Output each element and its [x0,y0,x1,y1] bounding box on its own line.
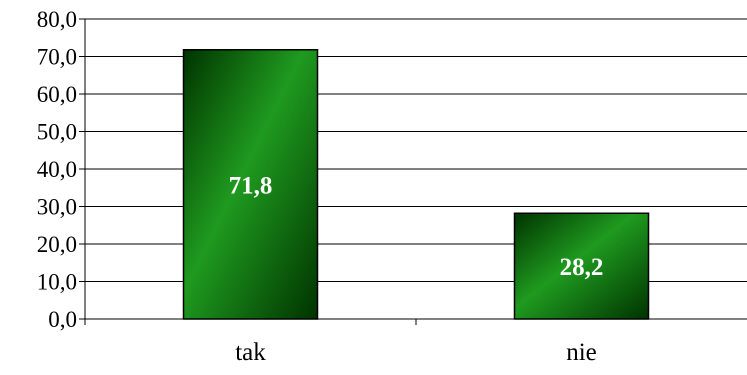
bar-tak [182,49,319,320]
y-tick-label-5: 50,0 [37,120,77,145]
y-tick-label-0: 0,0 [48,307,77,332]
y-tick-label-1: 10,0 [37,270,77,295]
data-labels: 71,8 28,2 [229,172,604,281]
bar-nie [513,212,650,320]
y-axis-tick-labels: 0,0 10,0 20,0 30,0 40,0 50,0 60,0 70,0 80,0 [37,7,77,332]
data-label-nie: 28,2 [560,254,604,281]
x-axis-category-labels: tak nie [235,339,597,366]
bars [182,49,650,320]
y-tick-label-6: 60,0 [37,82,77,107]
category-label-tak: tak [235,339,266,366]
y-tick-label-3: 30,0 [37,195,77,220]
y-tick-label-7: 70,0 [37,45,77,70]
category-label-nie: nie [566,339,597,366]
y-tick-label-4: 40,0 [37,157,77,182]
y-tick-label-2: 20,0 [37,232,77,257]
y-tick-label-8: 80,0 [37,7,77,32]
data-label-tak: 71,8 [229,172,273,199]
